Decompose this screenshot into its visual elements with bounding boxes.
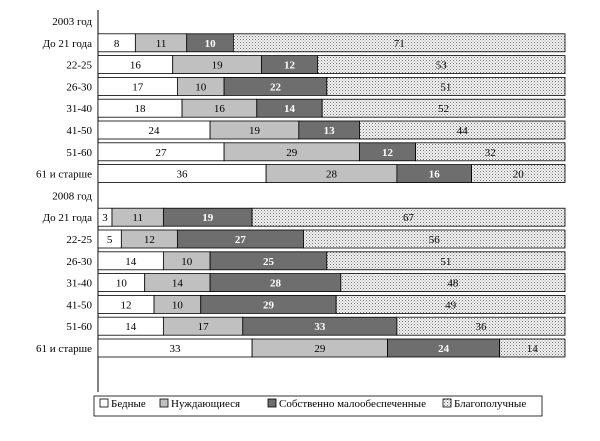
legend-swatch <box>442 398 452 408</box>
category-label: 22-25 <box>66 234 92 246</box>
data-label: 24 <box>438 343 450 355</box>
data-label: 14 <box>125 256 137 268</box>
bar-segment-well_off <box>396 316 566 336</box>
data-label: 14 <box>527 343 539 355</box>
data-label: 5 <box>107 234 113 246</box>
legend-label: Собственно малообеспеченные <box>279 398 426 410</box>
legend-swatch <box>99 398 109 408</box>
data-label: 25 <box>263 256 275 268</box>
data-label: 27 <box>235 234 247 246</box>
data-label: 22 <box>270 81 282 93</box>
category-label: 51-60 <box>66 147 92 159</box>
data-label: 17 <box>132 81 144 93</box>
category-label: 26-30 <box>66 81 92 93</box>
category-label: 41-50 <box>66 299 92 311</box>
data-label: 12 <box>144 234 155 246</box>
bar-segment-well_off <box>326 251 566 271</box>
bar-segment-well_off <box>321 98 566 118</box>
data-label: 53 <box>436 60 448 72</box>
legend: Бедные Нуждающиеся Собственно малообеспече… <box>93 395 543 417</box>
category-label: 51-60 <box>66 321 92 333</box>
legend-label: Благополучные <box>454 398 526 410</box>
data-label: 29 <box>286 147 298 159</box>
data-label: 10 <box>172 299 184 311</box>
data-label: 44 <box>457 125 469 137</box>
data-label: 13 <box>324 125 336 137</box>
data-label: 33 <box>314 321 326 333</box>
data-label: 12 <box>382 147 394 159</box>
data-label: 3 <box>102 212 108 224</box>
data-label: 11 <box>132 212 143 224</box>
data-label: 10 <box>181 256 193 268</box>
data-label: 12 <box>121 299 132 311</box>
category-label: 61 и старше <box>36 343 92 355</box>
data-label: 52 <box>438 103 449 115</box>
category-label: 31-40 <box>66 103 92 115</box>
category-label: До 21 года <box>43 38 93 50</box>
bar-segment-well_off <box>340 273 566 293</box>
data-label: 16 <box>214 103 226 115</box>
data-label: 56 <box>429 234 441 246</box>
bar-segment-well_off <box>326 77 566 96</box>
group-label: 2008 год <box>52 190 92 202</box>
bar-segment-well_off <box>415 142 566 162</box>
data-label: 20 <box>513 169 525 181</box>
data-label: 29 <box>263 299 275 311</box>
category-label: 61 и старше <box>36 169 92 181</box>
category-label: 26-30 <box>66 256 92 268</box>
data-label: 51 <box>440 256 451 268</box>
data-label: 48 <box>447 278 459 290</box>
category-label: До 21 года <box>43 212 93 224</box>
legend-swatch <box>267 398 277 408</box>
group-label: 2003 год <box>52 16 92 28</box>
data-label: 49 <box>445 299 457 311</box>
data-label: 28 <box>326 169 338 181</box>
category-label: 31-40 <box>66 278 92 290</box>
data-label: 32 <box>485 147 496 159</box>
data-label: 16 <box>429 169 441 181</box>
data-label: 36 <box>177 169 189 181</box>
bar-segment-well_off <box>233 33 566 53</box>
legend-label: Бедные <box>111 398 146 410</box>
legend-label: Нуждающиеся <box>171 398 240 410</box>
legend-frame <box>93 395 543 417</box>
data-label: 11 <box>156 38 167 50</box>
data-label: 28 <box>270 278 282 290</box>
bar-segment-well_off <box>317 55 566 74</box>
data-label: 10 <box>116 278 128 290</box>
bar-segment-well_off <box>499 338 566 358</box>
data-label: 19 <box>212 60 224 72</box>
bar-segment-well_off <box>359 120 566 140</box>
data-label: 17 <box>198 321 210 333</box>
bar-segment-well_off <box>303 229 566 249</box>
data-label: 14 <box>125 321 137 333</box>
data-label: 71 <box>394 38 405 50</box>
bar-segment-well_off <box>335 294 566 314</box>
data-label: 33 <box>170 343 182 355</box>
data-label: 19 <box>249 125 261 137</box>
data-label: 24 <box>149 125 161 137</box>
data-label: 14 <box>172 278 184 290</box>
data-label: 12 <box>284 60 296 72</box>
legend-swatch <box>159 398 169 408</box>
data-label: 67 <box>403 212 415 224</box>
category-label: 22-25 <box>66 60 92 72</box>
bar-segment-well_off <box>471 164 566 184</box>
data-label: 10 <box>195 81 207 93</box>
data-label: 18 <box>135 103 147 115</box>
data-label: 51 <box>440 81 451 93</box>
data-label: 27 <box>156 147 168 159</box>
data-label: 16 <box>130 60 142 72</box>
data-label: 10 <box>205 38 217 50</box>
bar-segment-well_off <box>251 207 566 227</box>
data-label: 8 <box>114 38 120 50</box>
category-label: 41-50 <box>66 125 92 137</box>
data-label: 36 <box>475 321 487 333</box>
data-label: 29 <box>314 343 326 355</box>
data-label: 14 <box>284 103 296 115</box>
data-label: 19 <box>202 212 214 224</box>
